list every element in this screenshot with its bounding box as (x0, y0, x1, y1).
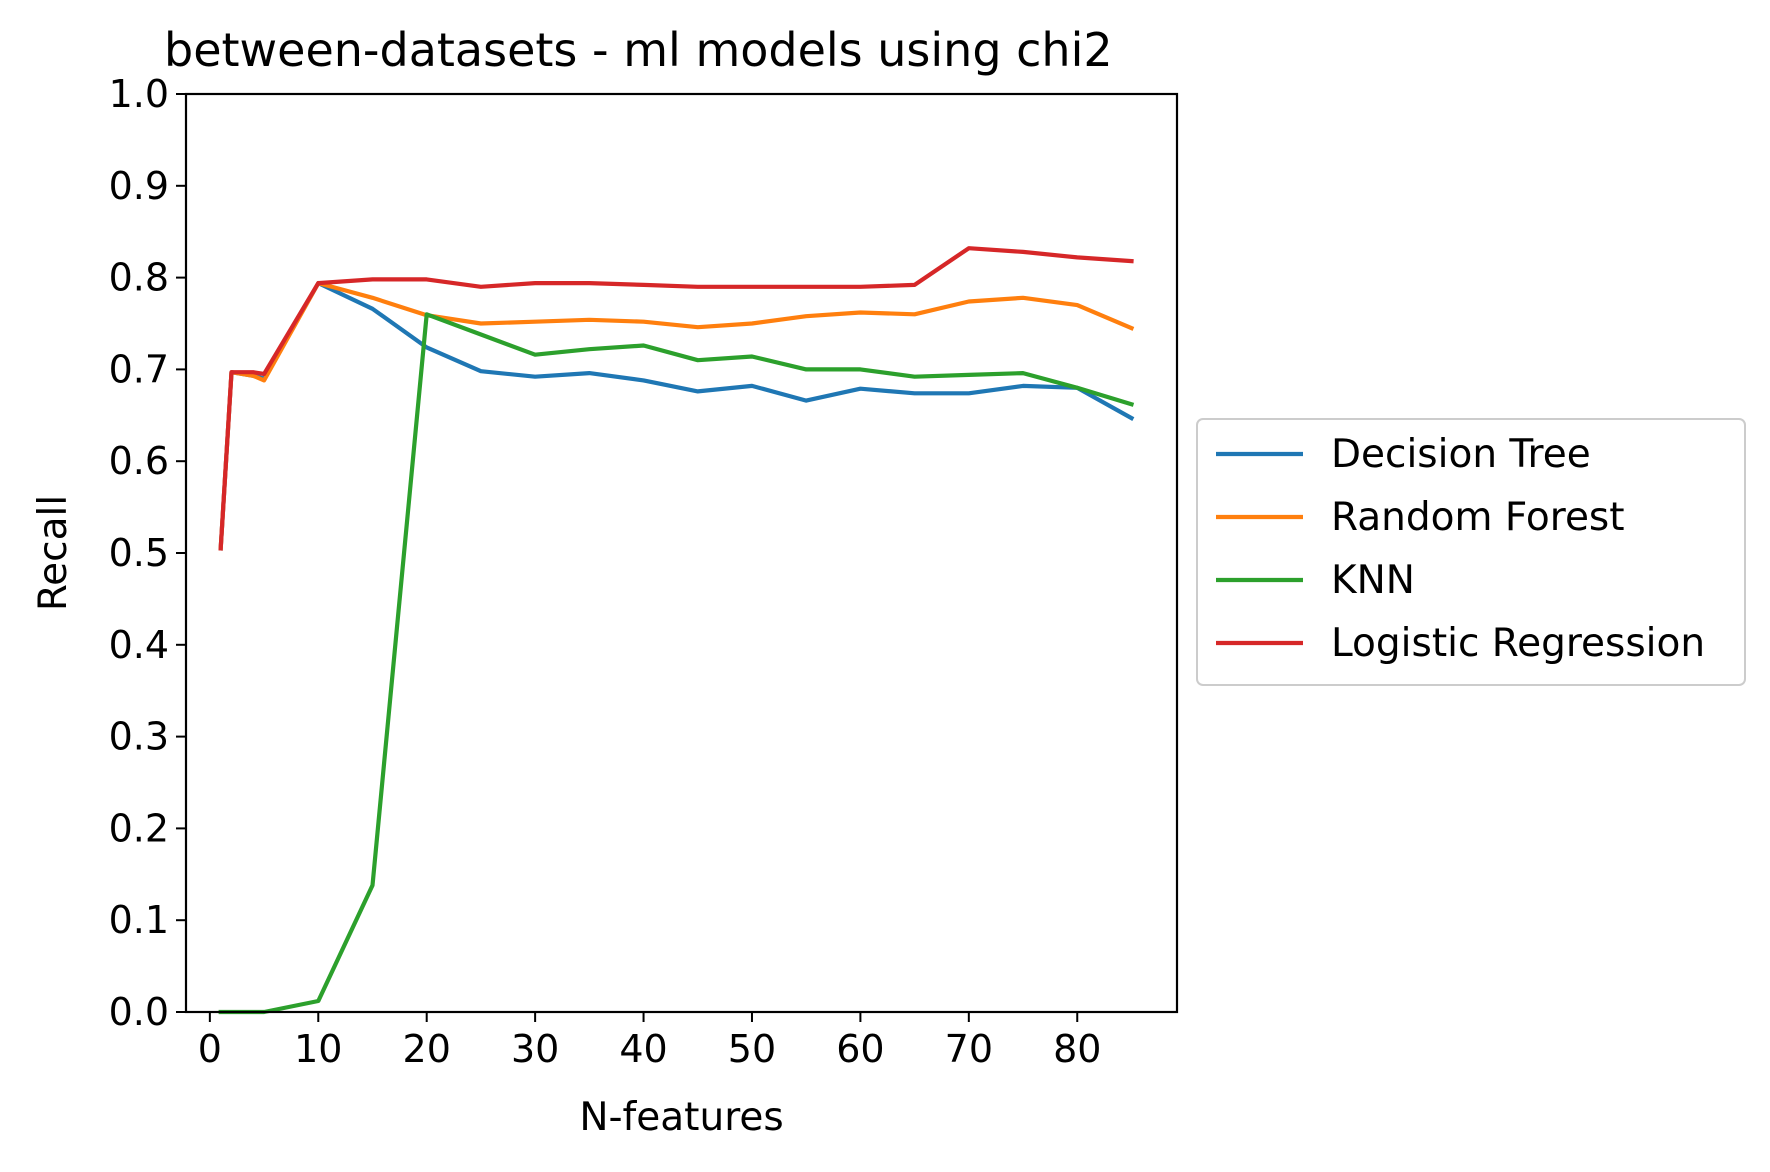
x-tick-label: 70 (945, 1027, 993, 1071)
plot-frame (184, 92, 1179, 1014)
y-tick-label: 0.8 (109, 256, 169, 300)
y-tick-label: 1.0 (109, 72, 169, 116)
x-tick-label: 10 (294, 1027, 342, 1071)
y-tick-label: 0.0 (109, 990, 169, 1034)
y-tick-label: 0.5 (109, 531, 169, 575)
legend: Decision Tree Random Forest KNN Logistic Re… (1196, 418, 1746, 686)
legend-label-knn: KNN (1331, 558, 1415, 603)
y-tick-label: 0.9 (109, 164, 169, 208)
x-tick-label: 0 (198, 1027, 222, 1071)
legend-label-random-forest: Random Forest (1331, 495, 1625, 540)
x-tick-label: 40 (619, 1027, 667, 1071)
x-tick-label: 80 (1053, 1027, 1101, 1071)
x-tick-label: 50 (728, 1027, 776, 1071)
x-tick-label: 30 (511, 1027, 559, 1071)
series-line-logistic-regression (218, 246, 1134, 551)
legend-label-decision-tree: Decision Tree (1331, 432, 1591, 477)
plot-lines (218, 246, 1135, 1015)
x-tick-label: 20 (403, 1027, 451, 1071)
y-axis: 0.0 0.1 0.2 0.3 0.4 0.5 0.6 0.7 0.8 0.9 1.0 (109, 72, 186, 1034)
y-tick-label: 0.1 (109, 898, 169, 942)
y-tick-label: 0.7 (109, 347, 169, 391)
x-axis: 0 10 20 30 40 50 60 70 80 (198, 1012, 1101, 1071)
y-tick-label: 0.2 (109, 806, 169, 850)
x-axis-title: N-features (579, 1095, 783, 1140)
series-line-random-forest (218, 281, 1135, 551)
legend-label-logistic-regression: Logistic Regression (1331, 621, 1705, 666)
y-axis-title: Recall (31, 495, 76, 611)
x-tick-label: 60 (836, 1027, 884, 1071)
chart-title: between-datasets - ml models using chi2 (164, 23, 1113, 77)
y-tick-label: 0.4 (109, 623, 169, 667)
legend-box (1196, 418, 1746, 686)
y-tick-label: 0.3 (109, 715, 169, 759)
y-tick-label: 0.6 (109, 439, 169, 483)
series-line-knn (218, 312, 1135, 1015)
